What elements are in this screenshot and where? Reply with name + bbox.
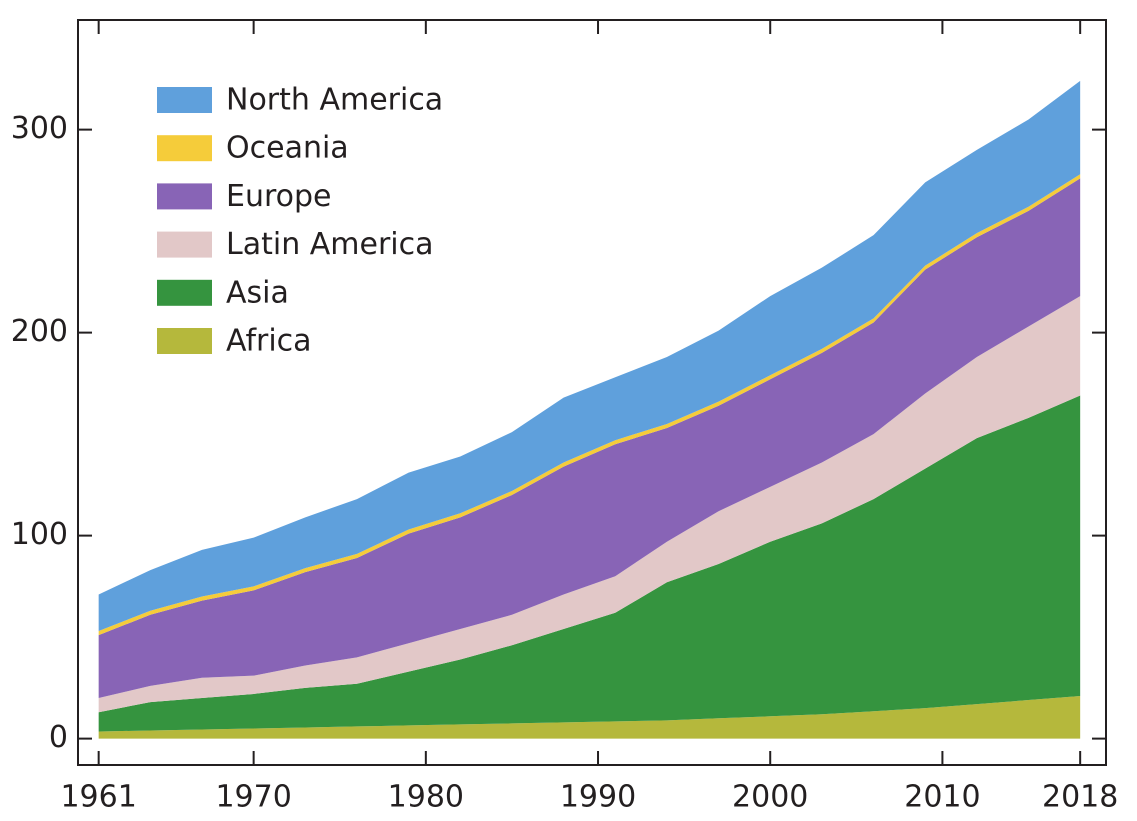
legend-label: Asia	[226, 275, 289, 310]
legend-swatch	[157, 279, 212, 306]
x-tick-label: 1970	[215, 780, 291, 815]
legend-label: North America	[226, 83, 443, 118]
legend-swatch	[157, 328, 212, 354]
x-tick-label: 1961	[60, 780, 136, 815]
legend-swatch	[157, 87, 212, 113]
plot-area	[98, 80, 1081, 739]
legend-swatch	[157, 183, 212, 210]
legend-label: Latin America	[226, 227, 434, 262]
x-tick-label: 2010	[904, 780, 980, 815]
legend-label: Africa	[226, 324, 312, 359]
legend-label: Oceania	[226, 131, 349, 166]
x-tick-label: 2018	[1042, 780, 1118, 815]
area	[98, 395, 1081, 732]
y-tick-label: 100	[11, 517, 68, 552]
area	[98, 178, 1081, 699]
x-tick-label: 1990	[560, 780, 636, 815]
area	[98, 80, 1081, 632]
y-tick-label: 0	[49, 720, 68, 755]
legend-swatch	[157, 231, 212, 258]
y-tick-label: 300	[11, 111, 68, 146]
plot-frame	[77, 19, 1107, 766]
area	[98, 695, 1081, 739]
legend-label: Europe	[226, 179, 332, 214]
x-tick-label: 2000	[732, 780, 808, 815]
x-tick-label: 1980	[388, 780, 464, 815]
y-tick-label: 200	[11, 314, 68, 349]
legend-swatch	[157, 135, 212, 162]
